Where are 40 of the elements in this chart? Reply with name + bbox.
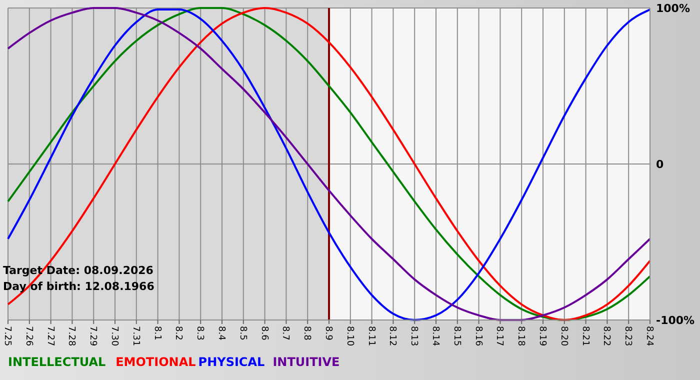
x-tick-label: 8.17	[494, 326, 504, 346]
x-tick-label: 8.4	[216, 326, 226, 341]
text: INTELLECTUAL	[8, 355, 106, 369]
x-tick-label: 8.18	[516, 326, 526, 346]
x-tick-label: 7.26	[23, 326, 34, 346]
y-tick-label: 100%	[656, 2, 690, 15]
y-tick-label: 0	[656, 158, 664, 171]
text: PHYSICAL	[198, 355, 266, 369]
x-tick-label: 8.14	[430, 326, 440, 346]
x-tick-label: 8.15	[451, 326, 462, 346]
x-tick-label: 8.12	[387, 326, 398, 346]
x-tick-label: 8.8	[302, 326, 312, 341]
x-tick-label: 8.13	[408, 326, 419, 346]
x-tick-label: 7.30	[109, 326, 119, 346]
annotation: Day of birth: 12.08.1966	[3, 280, 155, 293]
y-tick-label: -100%	[656, 314, 695, 327]
x-tick-label: 8.23	[622, 326, 633, 346]
x-tick-label: 8.19	[537, 326, 547, 346]
x-tick-label: 8.22	[601, 326, 612, 346]
x-tick-label: 7.28	[66, 326, 76, 346]
x-tick-label: 8.24	[644, 326, 654, 346]
x-tick-label: 8.11	[366, 326, 376, 346]
x-tick-label: 7.29	[88, 326, 98, 346]
x-tick-label: 8.5	[237, 326, 248, 340]
x-tick-label: 7.27	[44, 326, 55, 346]
x-tick-label: 8.6	[258, 326, 269, 341]
x-tick-label: 8.10	[344, 326, 354, 346]
x-tick-label: 8.1	[152, 326, 162, 340]
x-tick-label: 8.16	[472, 326, 483, 346]
annotation: Target Date: 08.09.2026	[3, 264, 154, 277]
x-tick-label: 8.21	[580, 326, 590, 346]
text: INTUITIVE	[272, 355, 340, 369]
x-tick-label: 8.20	[558, 326, 568, 346]
x-tick-label: 8.2	[173, 326, 184, 340]
x-tick-label: 8.3	[194, 326, 205, 340]
text: EMOTIONAL	[116, 355, 196, 369]
x-tick-label: 8.7	[280, 326, 290, 340]
x-tick-label: 7.31	[130, 326, 140, 346]
x-tick-label: 8.9	[323, 326, 333, 341]
x-tick-label: 7.25	[2, 326, 12, 346]
